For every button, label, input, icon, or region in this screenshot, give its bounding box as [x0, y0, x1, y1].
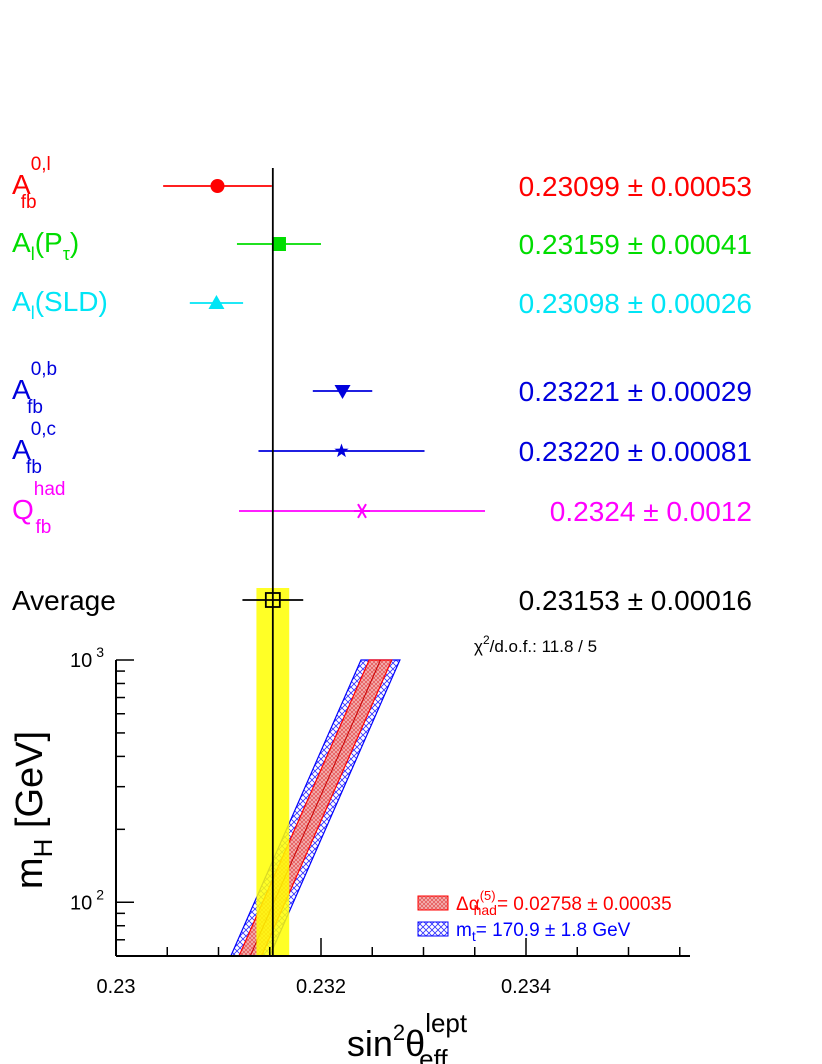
x-tick-label: 0.23 — [97, 976, 136, 998]
measurement-label: Qhad fb — [12, 479, 65, 538]
measurement-label: Al(Pτ) — [12, 227, 79, 264]
marker-circle — [210, 179, 225, 193]
measurement-label: A0,c fb — [12, 419, 56, 478]
average-label: Average — [12, 585, 116, 616]
marker-triangle-down — [334, 385, 351, 399]
y-axis-title: mH [GeV] — [9, 731, 58, 889]
measurement-label: A0,l fb — [12, 154, 51, 213]
measurement-value: 0.23221 ± 0.00029 — [519, 376, 752, 407]
x-tick-label: 0.234 — [501, 976, 551, 998]
mh-axes: 0.23 0.232 0.234 10 2 10 3 sin2θlept eff mH [GeV] — [9, 644, 690, 1064]
measurement-value: 0.23220 ± 0.00081 — [519, 436, 752, 467]
measurement-label: Al(SLD) — [12, 286, 108, 323]
measurements — [163, 168, 485, 956]
higgs-mass-bands — [229, 659, 401, 957]
chi2-text: χ2/d.o.f.: 11.8 / 5 — [474, 633, 597, 656]
legend-entry: mt= 170.9 ± 1.8 GeV — [456, 920, 631, 944]
x-axis-title: sin2θlept eff — [347, 1008, 468, 1064]
y-tick-label: 10 3 — [70, 644, 104, 672]
legend-swatch — [417, 921, 449, 937]
marker-triangle-up — [208, 295, 225, 309]
marker-asterisk — [354, 503, 370, 519]
legend-swatch — [417, 895, 449, 911]
marker-square — [271, 237, 286, 251]
average-value: 0.23153 ± 0.00016 — [519, 585, 752, 616]
measurement-value: 0.23098 ± 0.00026 — [519, 288, 752, 319]
marker-star — [334, 443, 349, 458]
measurement-value: 0.23099 ± 0.00053 — [519, 171, 752, 202]
legend-entry: Δα(5) had= 0.02758 ± 0.00035 — [456, 888, 672, 918]
measurement-value: 0.23159 ± 0.00041 — [519, 229, 752, 260]
measurement-label: A0,b fb — [12, 359, 57, 418]
measurement-value: 0.2324 ± 0.0012 — [550, 496, 752, 527]
x-tick-label: 0.232 — [296, 976, 346, 998]
y-tick-label: 10 2 — [70, 886, 104, 914]
